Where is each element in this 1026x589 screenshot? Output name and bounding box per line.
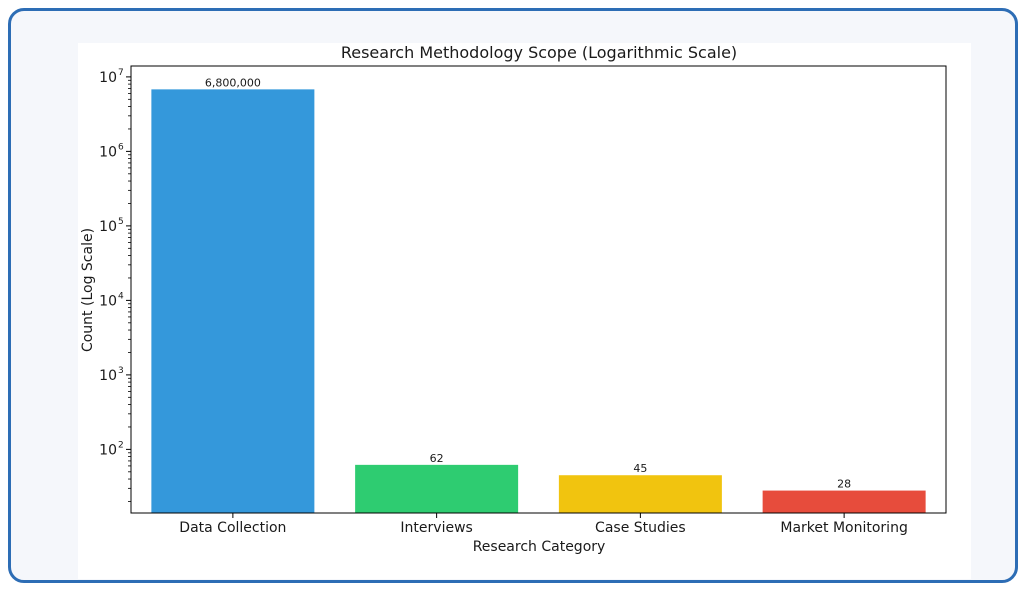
y-tick-exponent: 4 [118, 291, 124, 301]
y-tick-exponent: 2 [118, 440, 124, 450]
x-axis-label: Research Category [473, 539, 606, 555]
bar-data-collection [151, 89, 315, 513]
bar-interviews [355, 464, 519, 513]
y-tick-exponent: 7 [118, 68, 124, 78]
y-tick-label: 10 [99, 219, 117, 235]
y-tick-exponent: 6 [118, 142, 124, 152]
chart-title: Research Methodology Scope (Logarithmic … [341, 43, 737, 62]
x-tick-label: Data Collection [179, 520, 286, 536]
y-tick-exponent: 5 [118, 217, 124, 227]
x-tick-label: Market Monitoring [780, 520, 907, 536]
plot-frame [130, 65, 947, 514]
bar-case-studies [558, 475, 722, 513]
x-tick-label: Case Studies [595, 520, 686, 536]
y-tick-label: 10 [99, 144, 117, 160]
data-label: 45 [633, 462, 647, 475]
data-label: 62 [430, 452, 444, 465]
bar-market-monitoring [762, 490, 926, 513]
y-axis-label: Count (Log Scale) [80, 228, 96, 352]
y-tick-label: 10 [99, 293, 117, 309]
x-tick-label: Interviews [400, 520, 472, 536]
y-tick-label: 10 [99, 442, 117, 458]
y-tick-label: 10 [99, 368, 117, 384]
data-label: 6,800,000 [205, 76, 261, 89]
data-label: 28 [837, 478, 851, 491]
y-tick-exponent: 3 [118, 366, 124, 376]
y-tick-label: 10 [99, 70, 117, 86]
